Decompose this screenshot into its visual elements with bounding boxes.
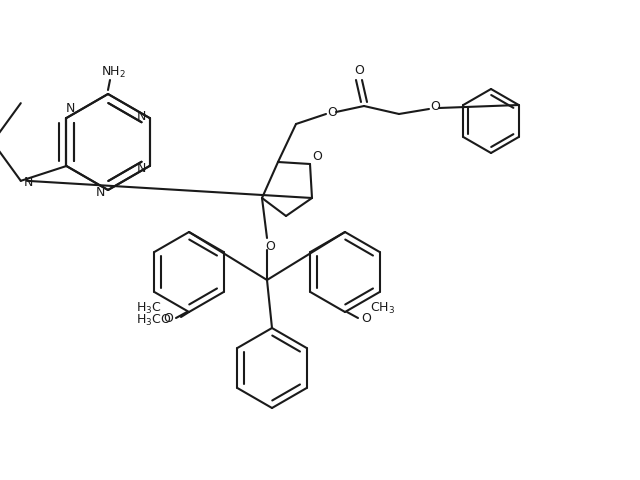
Text: N: N [66, 101, 75, 115]
Text: N: N [137, 109, 147, 122]
Text: H$_3$CO: H$_3$CO [136, 312, 172, 327]
Text: O: O [265, 240, 275, 252]
Text: O: O [312, 149, 322, 163]
Text: N: N [137, 161, 147, 175]
Text: NH$_2$: NH$_2$ [100, 64, 125, 80]
Text: O: O [354, 63, 364, 76]
Text: O: O [327, 106, 337, 119]
Text: O: O [361, 312, 371, 324]
Text: N: N [95, 185, 105, 199]
Text: N: N [24, 176, 33, 189]
Text: O: O [163, 312, 173, 324]
Text: H$_3$C: H$_3$C [136, 300, 162, 315]
Text: CH$_3$: CH$_3$ [371, 300, 396, 315]
Text: O: O [430, 99, 440, 112]
